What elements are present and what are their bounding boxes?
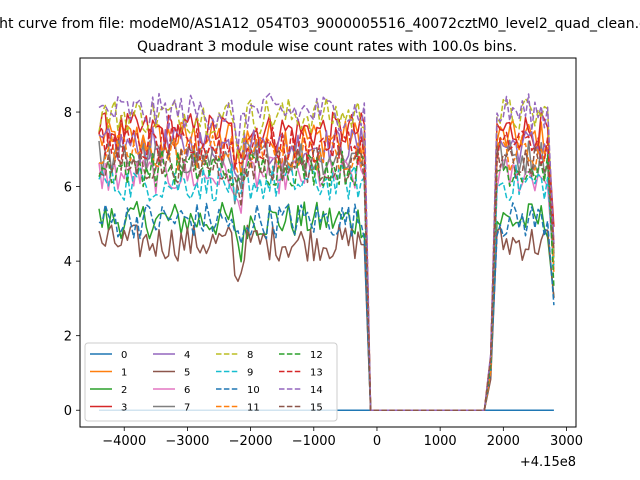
- series-line-11: [98, 134, 555, 411]
- x-axis-ticks: −4000 −3000 −2000 −1000 0 1000 2000 3000: [102, 427, 583, 449]
- legend-label-9: 9: [247, 368, 253, 379]
- legend-label-2: 2: [121, 385, 127, 396]
- series-layer: [98, 92, 555, 411]
- x-tick-label: −4000: [102, 434, 146, 449]
- series-line-15: [98, 145, 555, 411]
- y-tick-label: 6: [64, 181, 72, 196]
- figure-suptitle: Light curve from file: modeM0/AS1A12_054…: [0, 16, 640, 32]
- chart-title: Quadrant 3 module wise count rates with …: [137, 39, 517, 55]
- legend-label-3: 3: [121, 403, 127, 414]
- legend-label-15: 15: [310, 403, 323, 414]
- legend-label-5: 5: [184, 368, 190, 379]
- y-tick-label: 8: [64, 106, 72, 121]
- legend-label-13: 13: [310, 368, 323, 379]
- legend-label-14: 14: [310, 385, 323, 396]
- x-tick-label: −3000: [165, 434, 209, 449]
- legend-label-4: 4: [184, 350, 190, 361]
- plot-frame: [79, 57, 577, 428]
- x-axis-offset-label: +4.15e8: [520, 455, 576, 470]
- legend-label-0: 0: [121, 350, 127, 361]
- legend-label-6: 6: [184, 385, 190, 396]
- legend-label-1: 1: [121, 368, 127, 379]
- legend-label-12: 12: [310, 350, 323, 361]
- x-tick-label: −2000: [229, 434, 273, 449]
- x-tick-label: −1000: [292, 434, 336, 449]
- legend-label-7: 7: [184, 403, 190, 414]
- x-tick-label: 1000: [424, 434, 457, 449]
- series-line-10: [98, 202, 555, 411]
- x-tick-label: 3000: [550, 434, 583, 449]
- x-tick-label: 0: [373, 434, 381, 449]
- legend-label-10: 10: [247, 385, 260, 396]
- x-tick-label: 2000: [487, 434, 520, 449]
- y-tick-label: 0: [64, 404, 72, 419]
- y-tick-label: 2: [64, 330, 72, 345]
- legend-label-11: 11: [247, 403, 260, 414]
- y-tick-label: 4: [64, 255, 72, 270]
- legend-label-8: 8: [247, 350, 253, 361]
- legend-box: [84, 342, 338, 422]
- y-axis-ticks: 0 2 4 6 8: [64, 106, 80, 419]
